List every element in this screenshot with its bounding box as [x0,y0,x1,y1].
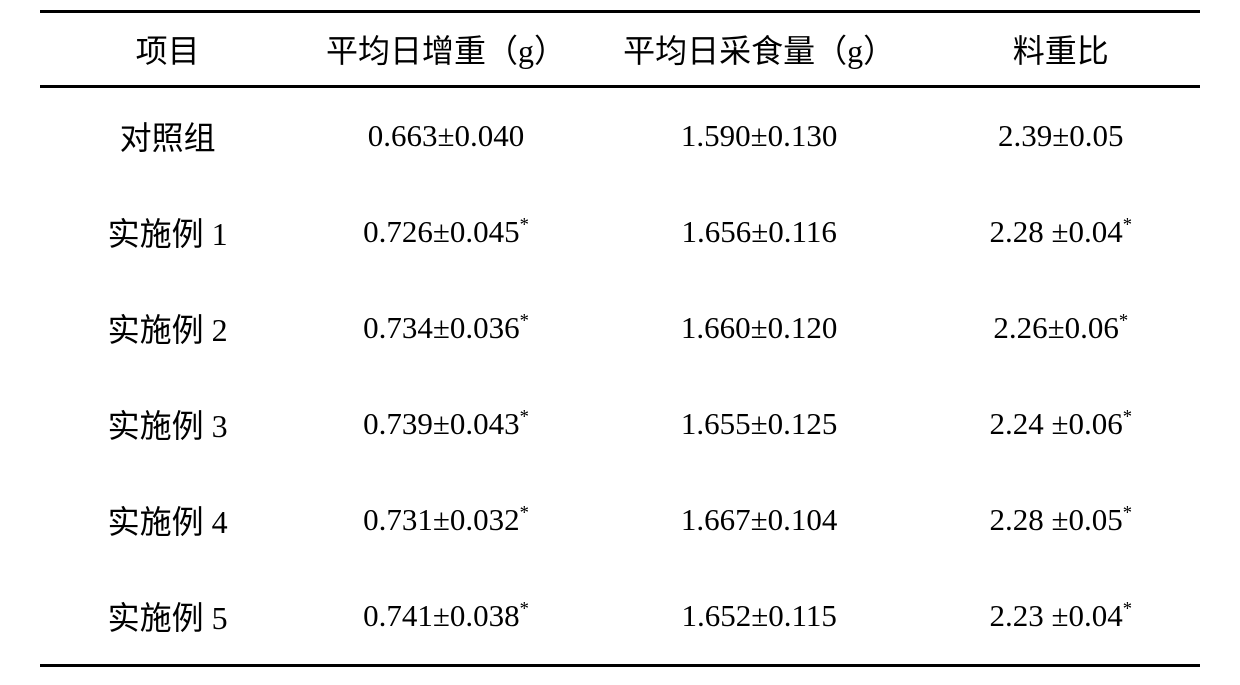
table-row: 实施例 20.734±0.036*1.660±0.1202.26±0.06* [40,280,1200,376]
cell-fcr: 2.28 ±0.04* [922,184,1200,280]
cell-adg: 0.739±0.043* [295,376,597,472]
cell-adg: 0.663±0.040 [295,87,597,185]
col-header-fcr: 料重比 [922,12,1200,87]
row-label: 实施例 5 [40,568,295,666]
row-label: 实施例 3 [40,376,295,472]
table-row: 对照组0.663±0.0401.590±0.1302.39±0.05 [40,87,1200,185]
cell-fcr: 2.23 ±0.04* [922,568,1200,666]
cell-adfi: 1.660±0.120 [597,280,922,376]
col-header-item: 项目 [40,12,295,87]
cell-adfi: 1.667±0.104 [597,472,922,568]
cell-adfi: 1.656±0.116 [597,184,922,280]
data-table-container: 项目 平均日增重（g） 平均日采食量（g） 料重比 对照组0.663±0.040… [40,10,1200,667]
table-row: 实施例 10.726±0.045*1.656±0.1162.28 ±0.04* [40,184,1200,280]
row-label: 实施例 2 [40,280,295,376]
row-label: 实施例 4 [40,472,295,568]
table-row: 实施例 30.739±0.043*1.655±0.1252.24 ±0.06* [40,376,1200,472]
cell-adfi: 1.652±0.115 [597,568,922,666]
cell-fcr: 2.28 ±0.05* [922,472,1200,568]
table-body: 对照组0.663±0.0401.590±0.1302.39±0.05实施例 10… [40,87,1200,666]
cell-adfi: 1.655±0.125 [597,376,922,472]
table-row: 实施例 40.731±0.032*1.667±0.1042.28 ±0.05* [40,472,1200,568]
row-label: 对照组 [40,87,295,185]
row-label: 实施例 1 [40,184,295,280]
cell-adg: 0.731±0.032* [295,472,597,568]
cell-fcr: 2.26±0.06* [922,280,1200,376]
table-row: 实施例 50.741±0.038*1.652±0.1152.23 ±0.04* [40,568,1200,666]
cell-adg: 0.741±0.038* [295,568,597,666]
col-header-adfi: 平均日采食量（g） [597,12,922,87]
data-table: 项目 平均日增重（g） 平均日采食量（g） 料重比 对照组0.663±0.040… [40,10,1200,667]
col-header-adg: 平均日增重（g） [295,12,597,87]
cell-fcr: 2.24 ±0.06* [922,376,1200,472]
cell-adfi: 1.590±0.130 [597,87,922,185]
cell-fcr: 2.39±0.05 [922,87,1200,185]
table-header-row: 项目 平均日增重（g） 平均日采食量（g） 料重比 [40,12,1200,87]
cell-adg: 0.734±0.036* [295,280,597,376]
cell-adg: 0.726±0.045* [295,184,597,280]
